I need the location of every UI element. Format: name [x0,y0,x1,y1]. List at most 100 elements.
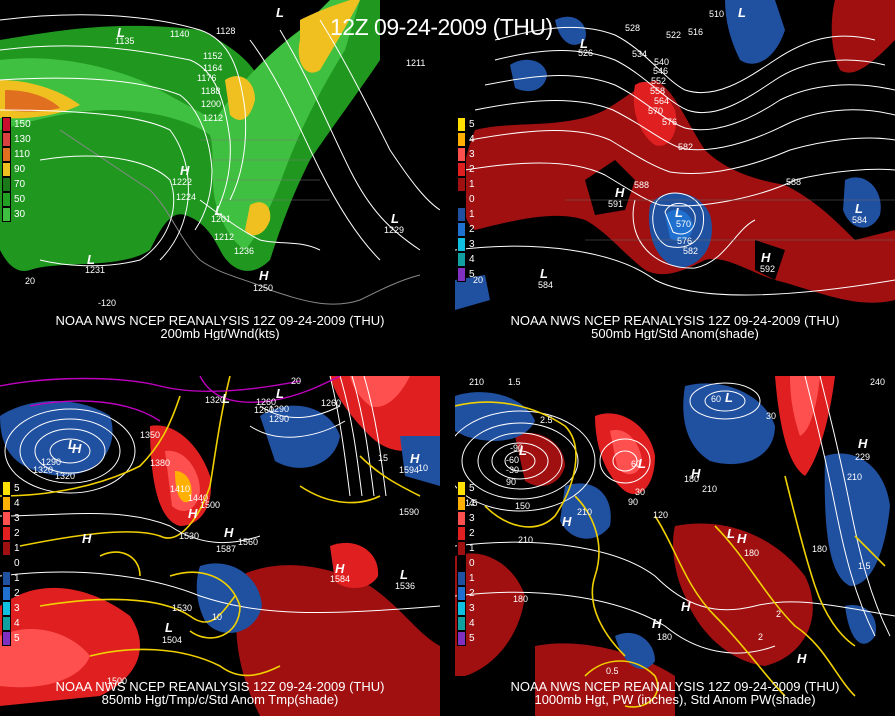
legend-label: 70 [14,179,26,190]
contour-label: 240 [870,377,886,387]
contour-label: 60 [631,459,642,469]
contour-label: 1201 [211,214,232,224]
positive-anomaly-ne [831,0,895,73]
legend-swatch [2,631,11,646]
legend-label: 1 [469,573,475,584]
legend-label: 3 [469,603,475,614]
legend-label: 3 [14,603,20,614]
jet-shade-50kt [0,0,360,250]
contour-label: 1380 [150,458,171,468]
legend-swatch [457,556,466,571]
high-pressure-symbol: H [761,250,771,265]
std-anomaly-legend: 5 4 3 2 1 0 1 2 3 4 5 [2,481,20,646]
contour-label: 1500 [107,676,128,686]
contour-label: 1320 [33,465,54,475]
cold-anomaly-east [400,436,440,486]
legend-label: 3 [469,149,475,160]
legend-label: 2 [469,528,475,539]
legend-swatch [2,147,11,162]
pw-anomaly-sw [455,553,525,676]
contour-label: 1260 [321,398,342,408]
legend-label: 2 [14,588,20,599]
jet-core-south [245,202,271,236]
legend-label: 5 [14,633,20,644]
contour-label: 180 [744,548,760,558]
panel-500mb-height-anomaly: 528 522 516 510 534 540 546 552 558 564 … [455,0,895,340]
contour-label: 588 [634,180,650,190]
legend-swatch [457,496,466,511]
panel-caption-line1: NOAA NWS NCEP REANALYSIS 12Z 09-24-2009 … [510,679,840,694]
low-pressure-symbol: L [675,205,683,220]
legend-swatch [457,177,466,192]
legend-swatch [2,586,11,601]
low-pressure-symbol: L [727,526,735,541]
low-pressure-symbol: L [400,567,408,582]
contour-label: 1590 [399,507,420,517]
panel-caption-line2: 200mb Hgt/Wnd(kts) [160,326,280,340]
contour-label: 1140 [170,29,190,39]
temp-label: 10 [212,612,223,622]
contour-label: 210 [469,377,485,387]
legend-label: 3 [469,239,475,250]
high-pressure-symbol: H [797,651,807,666]
high-pressure-symbol: H [691,466,701,481]
legend-label: 110 [14,149,30,160]
legend-label: 5 [14,483,20,494]
legend-swatch [2,571,11,586]
legend-swatch [457,252,466,267]
high-pressure-symbol: H [224,525,234,540]
panel-200mb-height-wind: 1135 1140 1128 1152 1164 1176 1188 1200 … [0,0,440,340]
contour-label: 570 [648,106,664,116]
contour-label: 1260 [254,405,275,415]
panel-caption-line1: NOAA NWS NCEP REANALYSIS 12Z 09-24-2009 … [510,313,840,328]
wind-speed-legend: 150 130 110 90 70 50 30 [2,117,31,222]
low-pressure-symbol: L [725,390,733,405]
legend-swatch [2,616,11,631]
contour-label: 1560 [238,537,259,547]
negative-anomaly-nw2 [555,16,586,45]
legend-label: 2 [469,164,475,175]
legend-swatch [457,541,466,556]
contour-label: 1135 [115,36,135,46]
pw-label: 2 [776,609,782,619]
panel-850mb-height-temp: 1320 1260 1290 1350 1290 1320 1380 1410 … [0,376,440,716]
cold-anomaly-west [0,401,113,476]
pw-label: 2.5 [540,415,553,425]
std-anomaly-legend: 5 4 3 2 1 0 1 2 3 4 5 [457,481,475,646]
legend-label: 30 [14,209,26,220]
low-pressure-symbol: L [519,443,527,458]
pw-neg-anomaly-east2 [845,605,876,644]
legend-label: 1 [14,543,20,554]
latitude-label: 20 [473,275,484,285]
contour-label: 1410 [170,484,191,494]
contour-label: 582 [678,142,694,152]
high-pressure-symbol: H [858,436,868,451]
contour-label: 1236 [234,246,255,256]
contour-label: 564 [654,96,670,106]
contour-label: 1222 [172,177,193,187]
temp-label: 10 [418,463,429,473]
height-contours [455,376,895,654]
pw-label: 1.5 [858,561,871,571]
high-pressure-symbol: H [82,531,92,546]
contour-label: 570 [676,219,692,229]
contour-label: 1536 [395,581,416,591]
contour-label: 1212 [214,232,235,242]
legend-label: 4 [14,498,20,509]
contour-label: 552 [651,76,667,86]
contour-label: 180 [684,474,700,484]
legend-label: 5 [469,119,475,130]
contour-label: 584 [538,280,554,290]
contour-label: 1440 [188,493,209,503]
legend-label: 5 [469,269,475,280]
contour-label: 534 [632,49,648,59]
legend-swatch [2,481,11,496]
legend-swatch [457,601,466,616]
legend-swatch [457,571,466,586]
low-pressure-symbol: L [215,203,223,218]
contour-label: 584 [852,215,868,225]
low-pressure-symbol: L [738,5,746,20]
contour-label: 576 [662,117,678,127]
legend-swatch [2,511,11,526]
negative-anomaly-nw [510,59,547,92]
